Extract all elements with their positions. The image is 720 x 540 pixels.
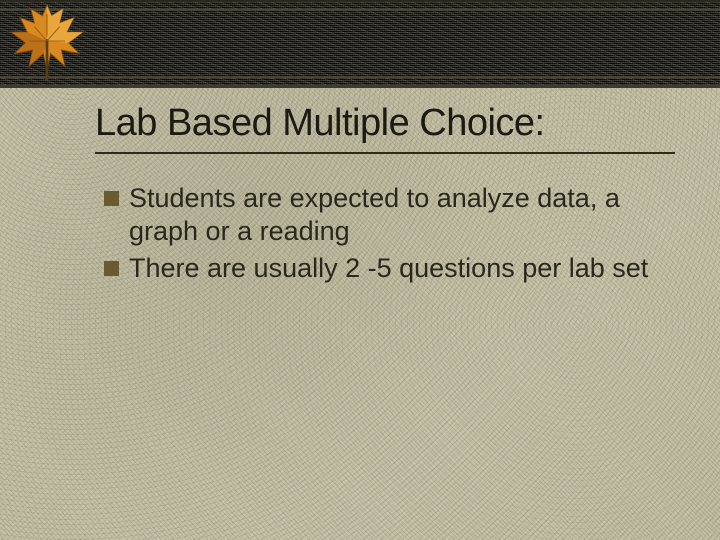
list-item: There are usually 2 -5 questions per lab… [104,252,670,285]
decorative-top-border [0,0,720,88]
bullet-text: Students are expected to analyze data, a… [129,182,670,248]
title-container: Lab Based Multiple Choice: [95,94,675,154]
list-item: Students are expected to analyze data, a… [104,182,670,248]
square-bullet-icon [104,191,119,206]
bullet-text: There are usually 2 -5 questions per lab… [129,252,648,285]
maple-leaf-icon [2,0,92,86]
slide-container: Lab Based Multiple Choice: Students are … [0,0,720,540]
square-bullet-icon [104,261,119,276]
body-container: Students are expected to analyze data, a… [104,182,670,289]
slide-title: Lab Based Multiple Choice: [95,102,545,145]
